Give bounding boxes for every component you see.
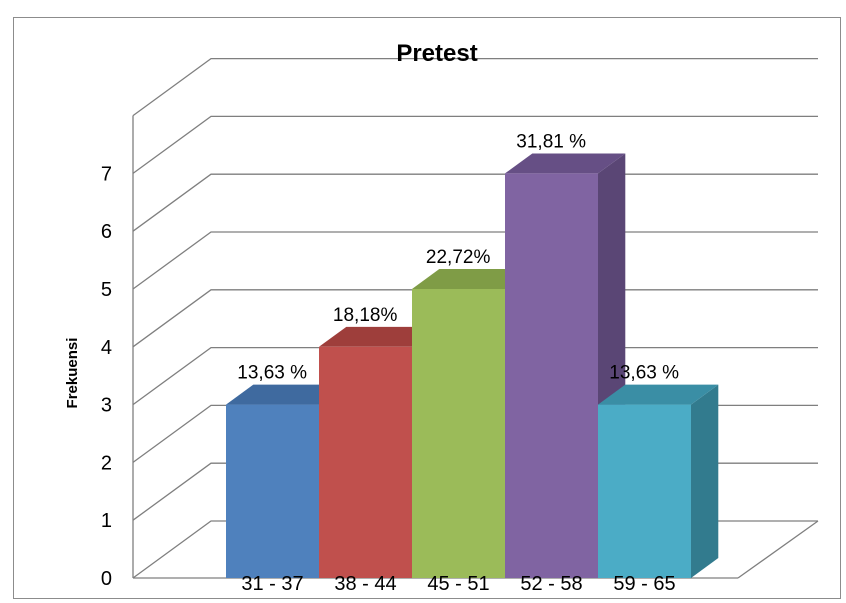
data-label: 18,18% (333, 305, 398, 326)
bar-top (319, 326, 440, 347)
data-label: 13,63 % (609, 363, 679, 384)
bar-5 (598, 384, 719, 578)
bar-front (412, 289, 505, 578)
y-tick-label: 5 (101, 279, 112, 301)
gridline-7 (132, 115, 818, 174)
y-tick-label: 2 (101, 452, 112, 474)
labels-layer: 0 1 2 3 4 5 6 7 13,63 % 31 - 37 18,18% 38 - 44 22,72… (101, 131, 679, 595)
bar-top (505, 153, 626, 174)
bar-top (412, 269, 533, 289)
bar-top (598, 384, 719, 405)
y-tick-label: 1 (101, 510, 112, 532)
bar-front (505, 173, 598, 578)
data-label: 22,72% (426, 247, 491, 268)
x-tick-label: 31 - 37 (241, 573, 303, 595)
y-tick-label: 0 (101, 568, 112, 590)
data-label: 31,81 % (516, 131, 586, 152)
y-axis-label: Frekuensi (64, 338, 81, 409)
x-tick-label: 52 - 58 (520, 573, 582, 595)
y-tick-label: 6 (101, 221, 112, 243)
bar-top (226, 384, 347, 405)
x-tick-label: 59 - 65 (613, 573, 675, 595)
chart-frame (13, 17, 841, 599)
gridline-8 (132, 57, 818, 117)
bar-front (598, 404, 691, 578)
chart-title: Pretest (396, 40, 477, 67)
x-tick-label: 45 - 51 (427, 573, 489, 595)
floor-right-edge (737, 520, 819, 579)
x-tick-label: 38 - 44 (334, 573, 396, 595)
y-tick-label: 3 (101, 395, 112, 417)
bar-front (319, 346, 412, 578)
data-label: 13,63 % (237, 363, 307, 384)
y-tick-label: 7 (101, 163, 112, 185)
bars-layer (226, 153, 719, 578)
bar-side (691, 384, 719, 578)
y-tick-label: 4 (101, 337, 112, 359)
gridline-6 (132, 173, 818, 232)
bar-front (226, 404, 319, 578)
